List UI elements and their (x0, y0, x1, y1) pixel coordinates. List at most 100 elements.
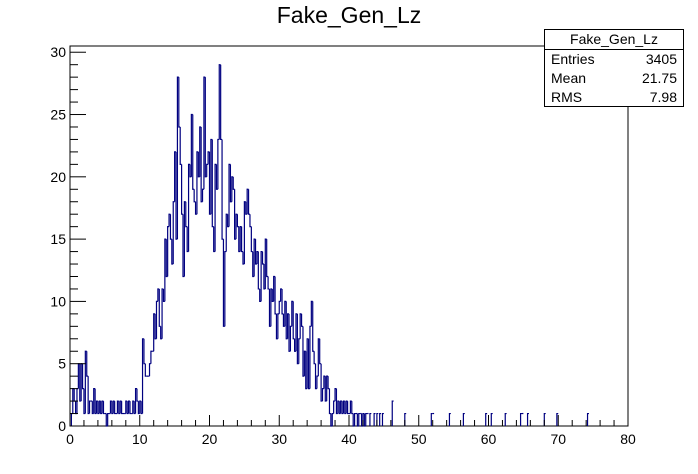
histogram-bin (73, 388, 76, 402)
histogram-bin (519, 412, 522, 426)
histogram-bin (365, 412, 368, 426)
histogram-bin (217, 138, 220, 190)
histogram-bin (114, 401, 117, 415)
histogram-bin (319, 338, 322, 365)
histogram-bin (369, 412, 372, 426)
histogram-bin (485, 412, 488, 426)
histogram-bin (81, 363, 84, 390)
chart-title: Fake_Gen_Lz (276, 2, 422, 28)
histogram-bin (292, 301, 295, 340)
histogram-bin (267, 276, 270, 290)
stats-box: Fake_Gen_Lz Entries 3405 Mean 21.75 RMS … (544, 29, 684, 107)
histogram-bin (313, 351, 316, 365)
histogram-bin (220, 64, 223, 141)
histogram-bin (250, 226, 253, 253)
histogram-bin (192, 114, 195, 190)
y-tick-label: 25 (50, 107, 66, 123)
y-tick-label: 10 (50, 293, 66, 309)
x-tick-label: 50 (411, 431, 427, 447)
histogram-bin (167, 226, 170, 277)
histogram-bin (289, 325, 292, 352)
x-tick-label: 40 (341, 431, 357, 447)
stats-value: 3405 (645, 51, 677, 67)
histogram-bin (277, 313, 280, 339)
histogram-bin (379, 412, 382, 426)
histogram-bin (249, 214, 252, 228)
histogram-bin (148, 363, 151, 377)
histogram-bin (331, 412, 334, 426)
histogram-bin (261, 251, 264, 265)
histogram-bin (430, 412, 433, 426)
histogram-bin (281, 288, 284, 315)
histogram-bin (300, 313, 303, 327)
stats-label: Mean (551, 70, 587, 86)
histogram-bin (353, 412, 356, 426)
histogram-bin (206, 163, 209, 177)
histogram-bin (490, 412, 493, 426)
histogram-bin (107, 412, 110, 426)
x-tick-label: 70 (550, 431, 566, 447)
stats-label: Entries (551, 51, 595, 67)
histogram-bin (586, 412, 589, 426)
histogram-bin (240, 226, 243, 253)
histogram-bin (462, 412, 465, 426)
y-tick-label: 0 (58, 418, 66, 434)
y-tick-label: 5 (58, 356, 66, 372)
stats-box-title: Fake_Gen_Lz (545, 30, 683, 50)
histogram-bin (247, 189, 250, 215)
stats-row-mean: Mean 21.75 (545, 69, 683, 88)
stats-row-rms: RMS 7.98 (545, 88, 683, 107)
histogram-bin (373, 412, 376, 426)
stats-value: 21.75 (641, 70, 677, 86)
histogram-bin (504, 412, 507, 426)
histogram-bin (328, 388, 331, 415)
histogram-bin (257, 251, 260, 290)
histogram-bin (358, 412, 361, 426)
stats-row-entries: Entries 3405 (545, 50, 683, 69)
x-tick-label: 80 (620, 431, 636, 447)
histogram-bin (274, 276, 277, 315)
histogram-bin (321, 388, 324, 402)
histogram-bin (144, 363, 147, 377)
y-tick-label: 15 (50, 231, 66, 247)
histogram-bin (169, 214, 172, 240)
histogram-bin (312, 301, 315, 352)
histogram-bin (181, 164, 183, 215)
histogram-bin (266, 239, 269, 278)
histogram-bin (351, 401, 354, 415)
histogram-bin (201, 188, 204, 202)
histogram-bin (232, 176, 235, 190)
histogram-bin (236, 214, 239, 228)
histogram-bin (298, 338, 301, 364)
histogram-bin (70, 412, 73, 426)
histogram-bin (193, 189, 196, 203)
histogram-bin (391, 400, 394, 426)
y-tick-label: 30 (50, 44, 66, 60)
x-tick-label: 10 (132, 431, 148, 447)
y-tick-label: 20 (50, 169, 66, 185)
histogram-bin (224, 250, 227, 327)
histogram-bin (187, 163, 190, 252)
histogram-bin (211, 139, 214, 228)
x-tick-label: 60 (481, 431, 497, 447)
histogram-bin (88, 400, 91, 414)
histogram-bin (179, 126, 182, 165)
histogram-bin (86, 351, 89, 377)
histogram-bin (155, 300, 158, 339)
histogram-bin (178, 77, 181, 128)
histogram-bin (185, 201, 188, 228)
histogram-bin (347, 401, 349, 415)
histogram-bin (121, 401, 124, 415)
x-tick-label: 30 (271, 431, 287, 447)
histogram-bin (526, 412, 529, 426)
histogram-bin (556, 412, 559, 426)
histogram-bin (150, 350, 153, 364)
histogram-bin (316, 375, 319, 389)
histogram-bin (333, 400, 336, 414)
histogram-bin (129, 401, 132, 415)
histogram-bin (278, 300, 281, 314)
histogram-bin (102, 401, 105, 415)
histogram-bin (143, 338, 146, 365)
x-tick-label: 20 (202, 431, 218, 447)
